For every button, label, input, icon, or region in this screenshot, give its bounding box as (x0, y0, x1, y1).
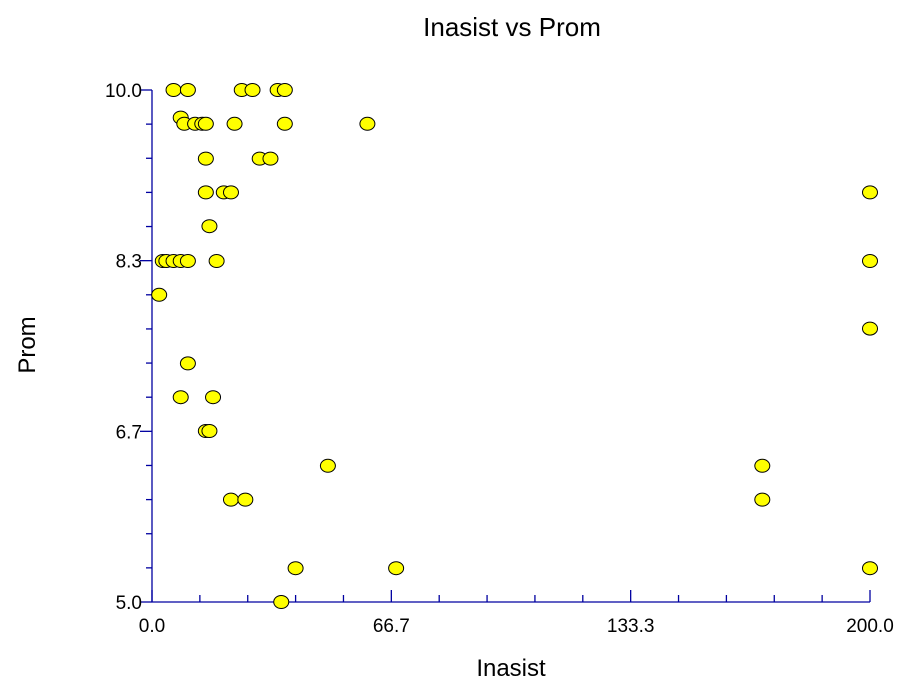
data-point (319, 458, 336, 473)
data-point (273, 595, 290, 609)
chart-title: Inasist vs Prom (423, 12, 601, 42)
data-point (165, 83, 182, 97)
data-point (197, 151, 214, 166)
data-point (862, 561, 878, 576)
data-point (222, 492, 239, 507)
data-point (862, 254, 878, 269)
axis-ticks (140, 89, 871, 603)
y-tick-label: 5.0 (116, 593, 142, 614)
tick-labels: 0.0 66.7 133.3 200.0 5.0 6.7 8.3 10.0 (105, 81, 894, 637)
data-point (754, 492, 771, 507)
data-point (205, 390, 222, 405)
x-tick-label: 133.3 (607, 616, 655, 637)
data-point (179, 356, 196, 371)
data-point (179, 254, 196, 269)
data-point (862, 321, 878, 336)
data-point (197, 185, 214, 200)
data-point (179, 83, 196, 97)
data-point (388, 561, 405, 576)
data-point (172, 390, 189, 405)
y-tick-label: 6.7 (116, 422, 142, 443)
x-tick-label: 200.0 (846, 616, 894, 637)
data-point (754, 458, 771, 473)
y-tick-label: 8.3 (116, 252, 142, 273)
data-point (151, 287, 168, 302)
y-axis-title: Prom (14, 316, 41, 373)
data-point (276, 83, 293, 97)
data-point (222, 185, 239, 200)
data-point (201, 423, 218, 438)
data-point (276, 116, 293, 131)
data-point (287, 561, 304, 576)
data-point (359, 116, 376, 131)
data-point (201, 219, 218, 234)
x-tick-label: 66.7 (373, 616, 410, 637)
x-tick-label: 0.0 (139, 616, 165, 637)
x-axis-title: Inasist (476, 655, 546, 682)
data-point (862, 185, 878, 200)
data-point (237, 492, 254, 507)
y-tick-label: 10.0 (105, 81, 142, 102)
data-point (244, 83, 261, 97)
data-points (151, 83, 878, 609)
data-point (208, 254, 225, 269)
data-point (197, 116, 214, 131)
data-point (262, 151, 279, 166)
data-point (226, 116, 243, 131)
